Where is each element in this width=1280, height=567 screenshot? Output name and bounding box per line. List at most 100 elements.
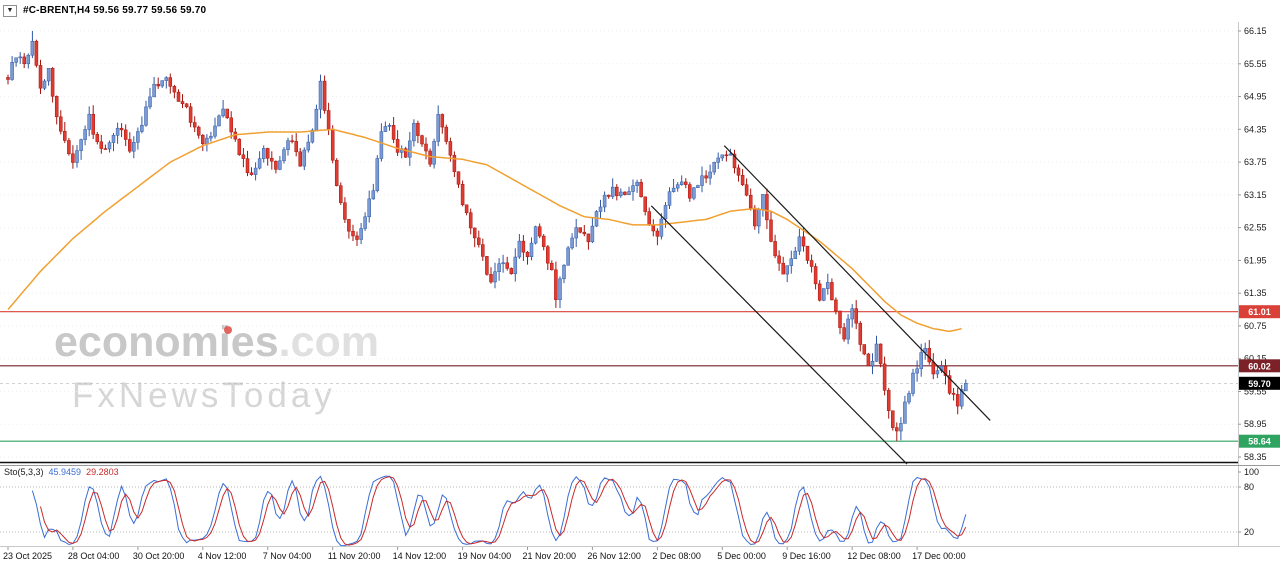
candle	[10, 62, 14, 80]
candle	[615, 186, 619, 197]
candle	[444, 126, 449, 142]
candle	[655, 230, 660, 237]
candle	[136, 131, 140, 143]
candle	[830, 282, 834, 301]
candle	[789, 258, 794, 266]
candle	[529, 242, 534, 257]
candle	[886, 390, 891, 411]
x-axis-label: 9 Dec 16:00	[782, 551, 831, 561]
candle	[943, 365, 948, 376]
candle	[294, 141, 298, 153]
candle	[412, 123, 416, 142]
candle	[241, 154, 246, 159]
candle	[602, 194, 607, 208]
candle	[322, 80, 327, 111]
symbol-dropdown-button[interactable]: ▼	[3, 4, 17, 17]
candle	[675, 184, 680, 189]
sto-main-line	[31, 475, 967, 547]
candle	[286, 140, 290, 150]
candle	[111, 135, 116, 143]
candle	[46, 68, 51, 82]
candle	[140, 124, 144, 132]
candle	[704, 175, 708, 179]
candle	[6, 77, 10, 80]
candle	[196, 126, 201, 136]
candles-layer	[6, 31, 968, 442]
time-axis[interactable]: 23 Oct 2025 28 Oct 04:00 30 Oct 20:00 4 Nov…	[3, 547, 966, 561]
candle	[899, 423, 903, 432]
candle	[472, 227, 477, 239]
candle	[692, 187, 696, 199]
candle	[367, 198, 371, 218]
sto-signal-line	[40, 476, 967, 546]
candle	[464, 204, 469, 213]
candle	[245, 158, 250, 174]
candle	[566, 247, 570, 266]
candle	[574, 227, 578, 239]
candle	[148, 96, 152, 108]
price-tag	[1239, 305, 1280, 319]
trend-line[interactable]	[650, 205, 908, 465]
candle	[720, 154, 725, 159]
indicator-name: Sto(5,3,3)	[4, 467, 44, 477]
price-tag	[1239, 359, 1280, 373]
candle	[107, 142, 112, 150]
y-axis-tick-label: 64.95	[1244, 92, 1267, 102]
x-axis-label: 28 Oct 04:00	[68, 551, 120, 561]
candle	[456, 171, 461, 185]
y-axis-tick-label: 58.95	[1244, 419, 1267, 429]
candle	[728, 153, 733, 156]
candle	[420, 135, 424, 145]
candle	[22, 56, 26, 65]
candle	[460, 184, 465, 206]
candle	[773, 241, 777, 257]
indicator-signal-value: 29.2803	[86, 467, 119, 477]
candle	[156, 83, 160, 87]
candle	[663, 205, 668, 220]
candle	[103, 148, 108, 150]
candle	[895, 427, 899, 432]
candle	[834, 299, 838, 312]
candle	[123, 129, 128, 140]
candle	[428, 150, 432, 165]
symbol-ohlc-readout: #C-BRENT,H4 59.56 59.77 59.56 59.70	[23, 5, 207, 16]
candle	[184, 103, 189, 108]
candle	[667, 191, 672, 206]
candle	[619, 191, 623, 197]
y-axis-tick-label: 63.75	[1244, 157, 1267, 167]
sto-scale-label: 100	[1244, 467, 1259, 477]
candle	[18, 56, 22, 59]
candle	[115, 127, 120, 136]
candle	[708, 171, 712, 179]
candle	[935, 370, 940, 375]
candle	[343, 202, 347, 220]
candle	[339, 185, 343, 203]
candle	[955, 394, 960, 407]
candle	[550, 262, 554, 271]
trend-line[interactable]	[723, 145, 991, 421]
candle	[562, 264, 566, 280]
candle	[882, 363, 887, 391]
grid-layer	[0, 30, 1238, 458]
candle	[440, 114, 445, 128]
candle	[79, 139, 83, 151]
candle	[270, 157, 274, 162]
candle	[180, 101, 185, 105]
candle	[282, 149, 286, 162]
candle	[541, 235, 546, 247]
candle	[858, 322, 863, 345]
price-axis[interactable]: 66.15 65.55 64.95 64.35 63.75 63.15 62.55 61.95…	[1238, 22, 1280, 546]
candle	[493, 271, 497, 283]
candle	[253, 167, 258, 175]
candle	[355, 235, 359, 240]
candle	[330, 128, 335, 161]
trendlines-layer	[650, 145, 991, 465]
candle	[606, 194, 611, 197]
candle	[878, 343, 883, 365]
candle	[318, 80, 323, 110]
candle	[452, 154, 457, 172]
candle	[919, 352, 923, 370]
candle	[274, 160, 278, 170]
